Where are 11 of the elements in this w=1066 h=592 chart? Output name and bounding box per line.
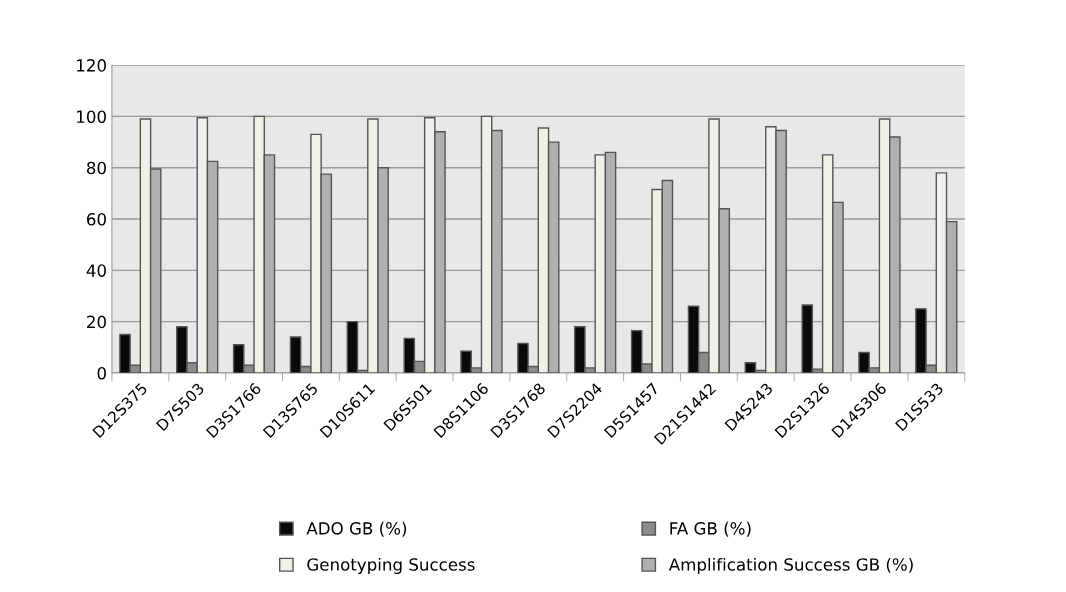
y-tick-label: 20 (87, 315, 106, 329)
y-tick-label: 40 (86, 264, 106, 277)
legend-label: Amplification Success GB (%) (668, 557, 913, 575)
y-tick-label: 120 (77, 59, 106, 72)
y-tick-label: 80 (86, 161, 106, 175)
y-tick-label: 60 (87, 213, 106, 226)
legend-label: Genotyping Success (307, 557, 475, 575)
y-tick-label: 0 (97, 366, 106, 380)
y-tick-label: 100 (77, 110, 106, 123)
legend-label: FA GB (%) (670, 521, 751, 537)
legend-label: ADO GB (%) (306, 521, 407, 537)
